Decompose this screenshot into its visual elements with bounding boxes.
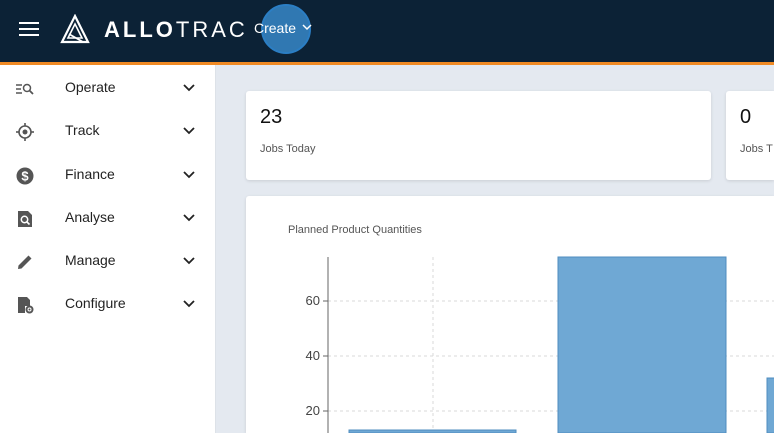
document-gear-icon (18, 297, 34, 314)
chevron-down-icon (183, 127, 195, 135)
stat-card-jobs[interactable]: 0 Jobs T (726, 91, 774, 180)
brand-name: ALLOTRAC (104, 17, 248, 42)
sidebar-item-manage[interactable]: Manage (0, 242, 215, 282)
bar (348, 429, 517, 433)
stat-label: Jobs T (740, 143, 773, 155)
chevron-down-icon (183, 84, 195, 92)
chevron-down-icon (183, 214, 195, 222)
operate-search-list-icon (16, 83, 34, 95)
sidebar-item-label: Finance (65, 166, 115, 182)
menu-icon[interactable] (19, 22, 39, 38)
allotrac-logo-icon (60, 14, 90, 44)
sidebar-item-label: Track (65, 122, 100, 138)
sidebar: Operate Track $ Finance Analyse (0, 65, 216, 433)
sidebar-item-configure[interactable]: Configure (0, 285, 215, 325)
y-tick-label: 60 (306, 293, 320, 308)
pencil-icon (18, 255, 32, 269)
chart-card: Planned Product Quantities 20 40 60 (246, 196, 774, 433)
bar (557, 256, 727, 433)
sidebar-item-track[interactable]: Track (0, 112, 215, 152)
stat-value: 23 (260, 106, 283, 128)
sidebar-item-operate[interactable]: Operate (0, 69, 215, 109)
dollar-icon: $ (16, 167, 34, 185)
document-search-icon (18, 211, 32, 227)
chevron-down-icon (183, 300, 195, 308)
chevron-down-icon (183, 257, 195, 265)
svg-text:$: $ (21, 169, 29, 184)
sidebar-item-label: Manage (65, 252, 116, 268)
stat-card-jobs-today[interactable]: 23 Jobs Today (246, 91, 711, 180)
sidebar-item-analyse[interactable]: Analyse (0, 199, 215, 239)
sidebar-item-label: Configure (65, 295, 126, 311)
chevron-down-icon (183, 171, 195, 179)
chart-title: Planned Product Quantities (288, 224, 422, 236)
sidebar-item-finance[interactable]: $ Finance (0, 156, 215, 196)
stat-label: Jobs Today (260, 143, 316, 155)
create-button[interactable]: Create (254, 20, 297, 36)
bar-chart: 20 40 60 (306, 256, 774, 433)
sidebar-item-label: Analyse (65, 209, 115, 225)
sidebar-item-label: Operate (65, 79, 116, 95)
crosshair-icon (16, 123, 34, 141)
y-tick-label: 40 (306, 348, 320, 363)
chevron-down-icon[interactable] (302, 23, 312, 31)
bar (766, 377, 774, 433)
stat-value: 0 (740, 106, 752, 128)
create-focus-ring (261, 4, 311, 54)
y-tick-label: 20 (306, 403, 320, 418)
top-bar: ALLOTRAC Create (0, 0, 774, 65)
